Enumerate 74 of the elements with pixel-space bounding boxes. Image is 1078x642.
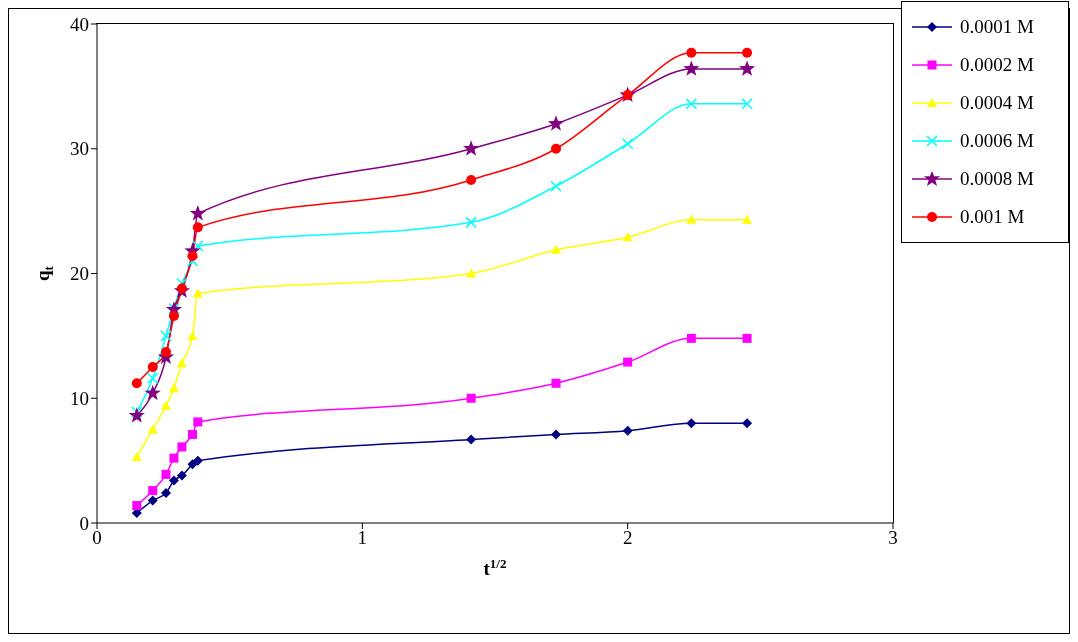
point bbox=[132, 501, 142, 511]
point bbox=[128, 407, 145, 423]
point bbox=[193, 417, 203, 427]
legend-label: 0.0001 M bbox=[960, 16, 1034, 38]
point bbox=[466, 434, 477, 445]
point bbox=[685, 98, 698, 110]
point bbox=[187, 251, 198, 262]
point bbox=[551, 378, 561, 388]
point bbox=[168, 475, 179, 486]
x-tick-label: 1 bbox=[357, 527, 368, 549]
point bbox=[131, 451, 142, 461]
point bbox=[160, 347, 171, 358]
point bbox=[192, 455, 203, 466]
y-tick-label: 30 bbox=[70, 138, 89, 160]
point bbox=[550, 180, 562, 192]
point bbox=[742, 214, 753, 224]
point bbox=[161, 469, 171, 479]
point bbox=[742, 333, 752, 343]
y-tick-label: 0 bbox=[79, 512, 89, 534]
point bbox=[465, 216, 477, 229]
point bbox=[187, 459, 198, 470]
point bbox=[160, 400, 171, 410]
point bbox=[131, 378, 142, 389]
point bbox=[686, 333, 696, 343]
point bbox=[466, 393, 476, 403]
point bbox=[186, 255, 199, 267]
y-tick-label: 20 bbox=[70, 263, 89, 285]
y-tick-label: 10 bbox=[70, 387, 89, 409]
point bbox=[187, 330, 198, 340]
point bbox=[146, 372, 159, 385]
point bbox=[741, 98, 753, 110]
point bbox=[738, 60, 756, 76]
point bbox=[742, 47, 753, 58]
point bbox=[547, 115, 565, 131]
point bbox=[176, 470, 187, 481]
point bbox=[144, 384, 161, 401]
legend-label: 0.0004 M bbox=[960, 92, 1034, 114]
x-tick-label: 2 bbox=[622, 527, 633, 549]
x-axis-title: t$^{1/2}$ bbox=[483, 556, 507, 579]
point bbox=[160, 488, 171, 499]
point bbox=[463, 140, 480, 156]
legend-label: 0.0006 M bbox=[960, 130, 1034, 152]
point bbox=[466, 268, 477, 278]
point bbox=[176, 358, 187, 368]
point bbox=[192, 222, 203, 233]
point bbox=[622, 425, 633, 436]
point bbox=[169, 453, 179, 463]
point bbox=[683, 60, 700, 76]
point bbox=[623, 357, 633, 367]
point bbox=[551, 429, 562, 440]
x-tick-label: 3 bbox=[888, 527, 898, 549]
point bbox=[147, 362, 158, 373]
point bbox=[188, 429, 198, 439]
point bbox=[551, 143, 562, 154]
point bbox=[147, 495, 158, 506]
point bbox=[686, 47, 697, 58]
y-tick-label: 40 bbox=[70, 13, 89, 35]
legend-label: 0.0008 M bbox=[960, 168, 1034, 190]
point bbox=[168, 383, 179, 393]
point bbox=[160, 330, 172, 342]
point bbox=[686, 214, 697, 224]
legend-label: 0.001 M bbox=[960, 206, 1025, 228]
point bbox=[168, 310, 179, 321]
point bbox=[466, 174, 477, 185]
point bbox=[621, 138, 634, 150]
point bbox=[189, 205, 206, 221]
point bbox=[551, 244, 562, 254]
point bbox=[147, 424, 158, 434]
point bbox=[177, 442, 187, 452]
point bbox=[686, 418, 697, 429]
legend-label: 0.0002 M bbox=[960, 54, 1034, 76]
point bbox=[148, 486, 158, 496]
point bbox=[622, 232, 633, 242]
point bbox=[742, 418, 753, 429]
